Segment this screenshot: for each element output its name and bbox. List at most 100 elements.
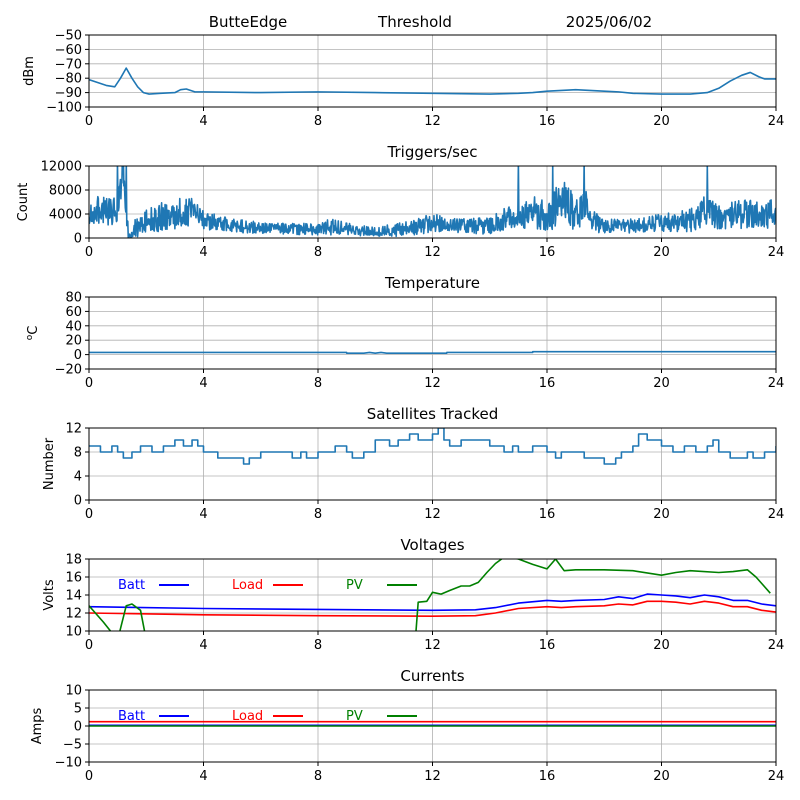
- chart-title: Satellites Tracked: [367, 405, 498, 423]
- y-tick-label: 0: [74, 232, 82, 247]
- x-tick-label: 4: [199, 114, 207, 129]
- y-tick-label: 18: [65, 553, 82, 568]
- chart-voltages: 0 4 8 12 16 20 24 10 12 14 16 18 Voltages Volts Batt Lo…: [42, 536, 784, 653]
- chart-triggers: 0 4 8 12 16 20 24 0 4000 8000 12000 Triggers/sec Cou…: [16, 143, 784, 260]
- chart-title: Currents: [400, 667, 464, 685]
- y-tick-label: 12000: [41, 160, 82, 175]
- y-tick-label: −90: [55, 86, 82, 101]
- y-tick-label: 60: [65, 305, 82, 320]
- x-tick-label: 0: [85, 114, 93, 129]
- plot-area: [89, 350, 776, 354]
- x-tick-label: 0: [85, 245, 93, 260]
- y-tick-label: 4000: [49, 208, 82, 223]
- x-tick-label: 20: [653, 114, 670, 129]
- x-tick-label: 16: [539, 769, 556, 784]
- x-tick-label: 8: [314, 507, 322, 522]
- x-tick-label: 16: [539, 245, 556, 260]
- legend-label: PV: [346, 578, 363, 593]
- y-tick-label: 0: [74, 348, 82, 363]
- x-tick-label: 4: [199, 769, 207, 784]
- x-tick-label: 8: [314, 114, 322, 129]
- x-tick-label: 16: [539, 114, 556, 129]
- y-tick-label: 40: [65, 319, 82, 334]
- header-mode: Threshold: [377, 13, 452, 31]
- plot-area: [89, 720, 776, 727]
- legend-label: Batt: [118, 578, 145, 593]
- x-tick-label: 24: [768, 507, 785, 522]
- y-tick-label: 10: [65, 684, 82, 699]
- x-tick-label: 24: [768, 376, 785, 391]
- y-tick-label: 8000: [49, 184, 82, 199]
- y-tick-label: 80: [65, 291, 82, 306]
- x-tick-label: 24: [768, 114, 785, 129]
- y-tick-label: −50: [55, 29, 82, 44]
- x-tick-label: 4: [199, 638, 207, 653]
- plot-area: [89, 559, 776, 631]
- legend-label: Batt: [118, 709, 145, 724]
- y-axis-label: oC: [25, 326, 41, 341]
- legend-label: PV: [346, 709, 363, 724]
- x-tick-label: 12: [424, 507, 441, 522]
- y-axis-label-degree: o: [25, 334, 35, 340]
- header-station: ButteEdge: [209, 13, 288, 31]
- y-tick-label: −80: [55, 72, 82, 87]
- series-line-triggers: [89, 166, 776, 238]
- y-tick-label: −5: [63, 738, 82, 753]
- x-tick-label: 16: [539, 376, 556, 391]
- x-tick-label: 20: [653, 769, 670, 784]
- y-tick-label: −20: [55, 363, 82, 378]
- y-tick-label: 0: [74, 720, 82, 735]
- series-line-threshold: [89, 67, 776, 95]
- x-tick-label: 0: [85, 638, 93, 653]
- series-line-load: [89, 600, 776, 617]
- x-tick-label: 20: [653, 245, 670, 260]
- x-tick-label: 4: [199, 245, 207, 260]
- x-tick-label: 4: [199, 507, 207, 522]
- x-tick-label: 24: [768, 769, 785, 784]
- x-tick-label: 12: [424, 769, 441, 784]
- x-tick-label: 12: [424, 114, 441, 129]
- y-axis-label: Amps: [30, 707, 45, 744]
- series-line-pv: [89, 559, 771, 631]
- y-axis-label: Volts: [42, 579, 57, 611]
- series-line-temperature: [89, 350, 776, 354]
- x-tick-label: 8: [314, 376, 322, 391]
- y-tick-label: −100: [46, 101, 82, 116]
- y-tick-label: 16: [65, 571, 82, 586]
- x-tick-label: 4: [199, 376, 207, 391]
- x-tick-label: 16: [539, 638, 556, 653]
- y-tick-label: −70: [55, 57, 82, 72]
- y-tick-label: 10: [65, 625, 82, 640]
- y-tick-label: 14: [65, 589, 82, 604]
- y-axis-label: dBm: [22, 56, 37, 86]
- y-tick-label: 4: [74, 470, 82, 485]
- legend-label: Load: [232, 709, 263, 724]
- plot-area: [89, 166, 776, 238]
- x-tick-label: 8: [314, 245, 322, 260]
- y-tick-label: −10: [55, 756, 82, 771]
- x-tick-label: 24: [768, 638, 785, 653]
- x-tick-label: 0: [85, 769, 93, 784]
- x-tick-label: 0: [85, 376, 93, 391]
- plot-area: [89, 428, 776, 465]
- y-tick-label: 5: [74, 702, 82, 717]
- chart-title: Temperature: [384, 274, 480, 292]
- x-tick-label: 0: [85, 507, 93, 522]
- x-tick-label: 12: [424, 245, 441, 260]
- x-tick-label: 8: [314, 769, 322, 784]
- x-tick-label: 8: [314, 638, 322, 653]
- series-line-satellites: [89, 428, 776, 465]
- x-tick-label: 20: [653, 376, 670, 391]
- chart-currents: 0 4 8 12 16 20 24 −10 −5 0 5 10 Currents Amps Batt Load…: [30, 667, 784, 784]
- y-tick-label: 20: [65, 334, 82, 349]
- x-tick-label: 16: [539, 507, 556, 522]
- y-tick-label: 0: [74, 494, 82, 509]
- plot-area: [89, 67, 776, 95]
- legend-label: Load: [232, 578, 263, 593]
- x-tick-label: 20: [653, 638, 670, 653]
- x-tick-label: 12: [424, 638, 441, 653]
